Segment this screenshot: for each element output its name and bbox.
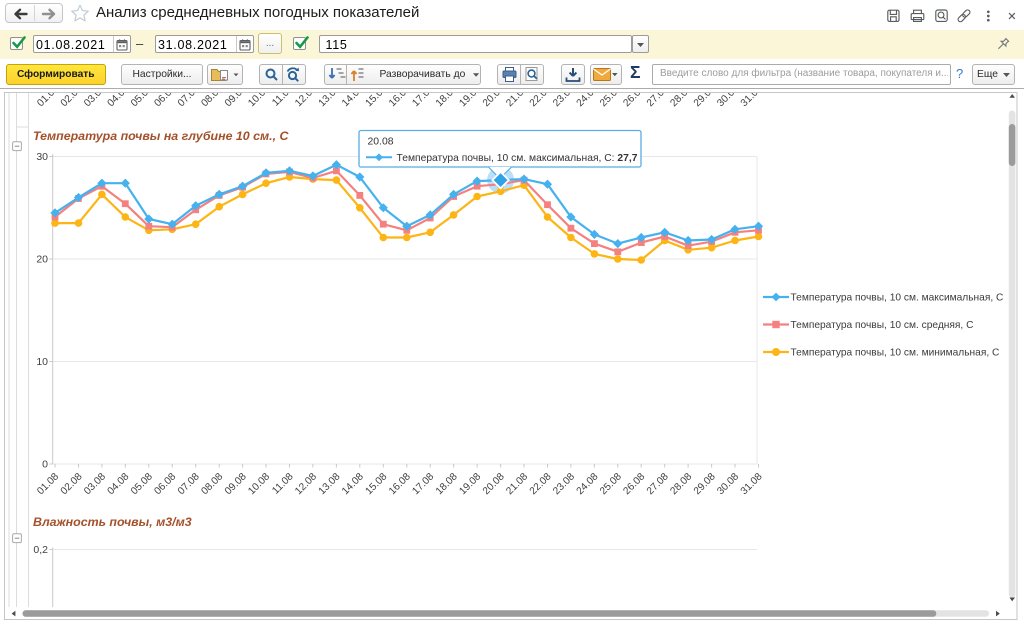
svg-text:29.08: 29.08 [692,83,718,109]
svg-text:12.08: 12.08 [293,471,319,497]
svg-text:03.08: 03.08 [82,471,108,497]
svg-text:22.08: 22.08 [528,471,554,497]
svg-text:15.08: 15.08 [364,83,390,109]
svg-text:28.08: 28.08 [668,83,694,109]
svg-text:10.08: 10.08 [246,471,272,497]
svg-text:16.08: 16.08 [387,83,413,109]
svg-text:11.08: 11.08 [270,471,296,497]
svg-text:16.08: 16.08 [387,471,413,497]
svg-text:09.08: 09.08 [223,83,249,109]
svg-text:20: 20 [36,254,48,266]
svg-text:30: 30 [36,151,48,163]
svg-text:31.08: 31.08 [739,83,765,109]
svg-text:03.08: 03.08 [82,83,108,109]
svg-text:04.08: 04.08 [106,83,132,109]
svg-text:Влажность почвы, м3/м3: Влажность почвы, м3/м3 [33,515,192,529]
svg-text:23.08: 23.08 [551,83,577,109]
svg-text:20.08: 20.08 [368,136,394,147]
svg-text:20.08: 20.08 [481,83,507,109]
svg-text:06.08: 06.08 [153,471,179,497]
svg-text:08.08: 08.08 [200,83,226,109]
svg-text:24.08: 24.08 [575,83,601,109]
svg-text:17.08: 17.08 [411,471,437,497]
svg-text:14.08: 14.08 [340,83,366,109]
svg-text:Температура почвы, 10 см. макс: Температура почвы, 10 см. максимальная, … [791,293,1004,304]
svg-text:22.08: 22.08 [528,83,554,109]
svg-text:Температура почвы, 10 см. мини: Температура почвы, 10 см. минимальная, С [791,348,1000,359]
svg-text:12.08: 12.08 [293,83,319,109]
svg-text:27.08: 27.08 [645,83,671,109]
svg-text:07.08: 07.08 [176,471,202,497]
svg-text:21.08: 21.08 [504,471,530,497]
svg-text:11.08: 11.08 [270,83,296,109]
svg-text:19.08: 19.08 [457,83,483,109]
svg-text:0,2: 0,2 [33,544,48,556]
svg-text:15.08: 15.08 [364,471,390,497]
svg-text:05.08: 05.08 [129,83,155,109]
svg-text:27.08: 27.08 [645,471,671,497]
svg-text:Температура почвы на глубине 1: Температура почвы на глубине 10 см., С [33,129,290,143]
svg-text:06.08: 06.08 [153,83,179,109]
svg-text:01.08: 01.08 [35,83,61,109]
svg-text:10.08: 10.08 [246,83,272,109]
svg-text:28.08: 28.08 [668,471,694,497]
svg-text:14.08: 14.08 [340,471,366,497]
svg-text:09.08: 09.08 [223,471,249,497]
svg-text:05.08: 05.08 [129,471,155,497]
svg-text:30.08: 30.08 [715,471,741,497]
svg-text:25.08: 25.08 [598,471,624,497]
svg-text:0: 0 [42,459,48,471]
svg-text:02.08: 02.08 [59,471,85,497]
svg-text:18.08: 18.08 [434,471,460,497]
svg-text:30.08: 30.08 [715,83,741,109]
svg-text:08.08: 08.08 [200,471,226,497]
svg-text:19.08: 19.08 [457,471,483,497]
svg-text:07.08: 07.08 [176,83,202,109]
svg-text:26.08: 26.08 [622,471,648,497]
svg-text:29.08: 29.08 [692,471,718,497]
svg-text:26.08: 26.08 [622,83,648,109]
svg-text:17.08: 17.08 [411,83,437,109]
svg-text:23.08: 23.08 [551,471,577,497]
svg-text:18.08: 18.08 [434,83,460,109]
svg-text:13.08: 13.08 [317,83,343,109]
svg-text:31.08: 31.08 [739,471,765,497]
svg-text:24.08: 24.08 [575,471,601,497]
svg-text:10: 10 [36,356,48,368]
svg-text:13.08: 13.08 [317,471,343,497]
svg-text:21.08: 21.08 [504,83,530,109]
svg-text:20.08: 20.08 [481,471,507,497]
svg-text:Температура почвы, 10 см. сред: Температура почвы, 10 см. средняя, С [791,320,974,331]
svg-text:02.08: 02.08 [59,83,85,109]
svg-text:04.08: 04.08 [106,471,132,497]
svg-text:25.08: 25.08 [598,83,624,109]
svg-text:01.08: 01.08 [35,471,61,497]
svg-text:Температура почвы, 10 см. макс: Температура почвы, 10 см. максимальная, … [397,153,638,164]
